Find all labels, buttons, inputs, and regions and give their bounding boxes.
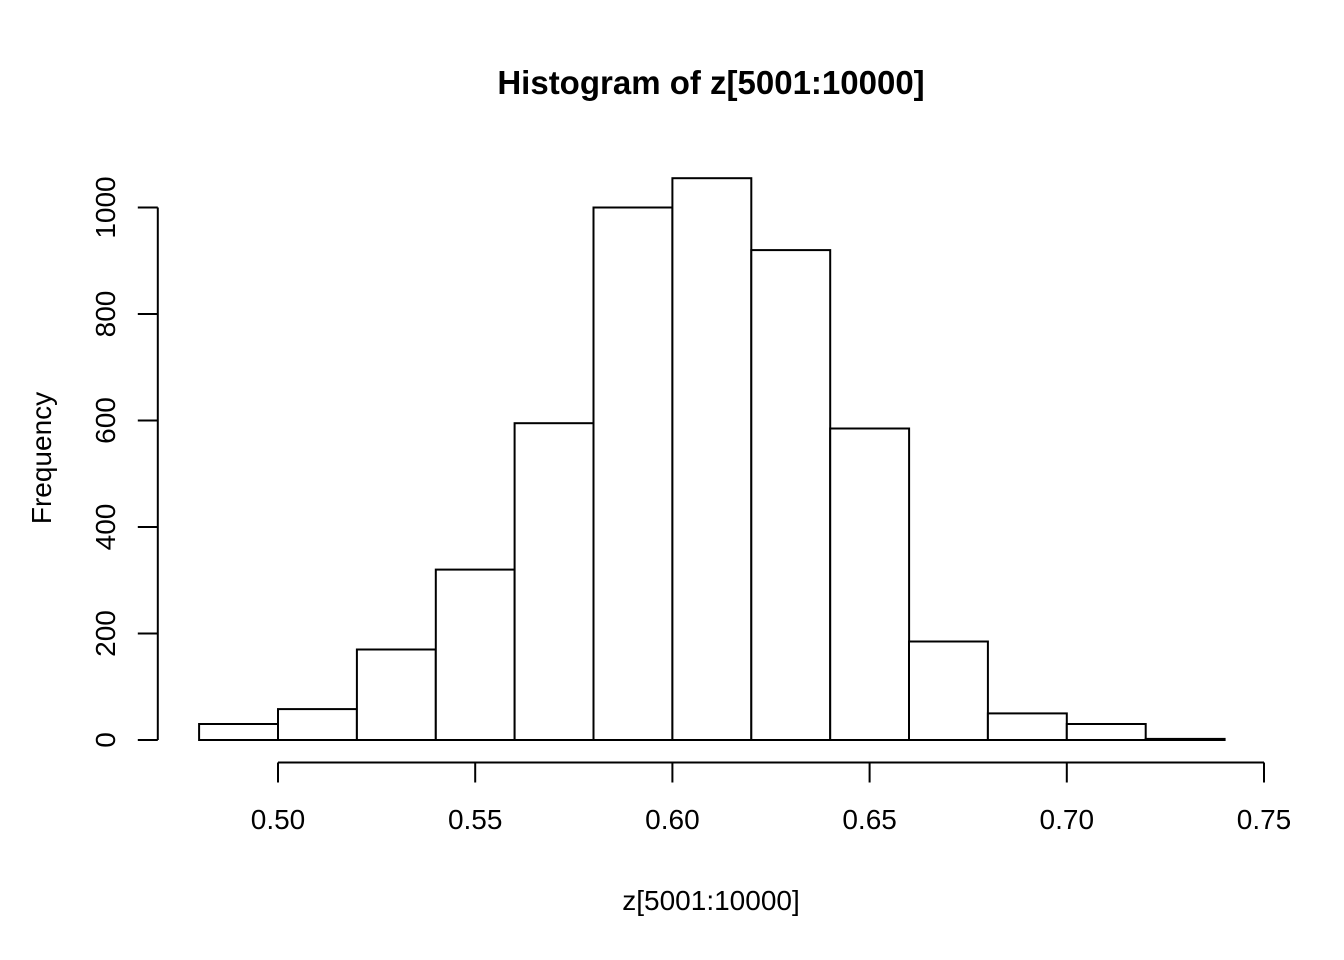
x-tick-label: 0.70: [1040, 804, 1095, 835]
histogram-bar: [908, 640, 989, 741]
y-axis-label: Frequency: [26, 391, 57, 525]
histogram-bar: [1144, 737, 1226, 742]
y-tick-label: 800: [90, 291, 121, 338]
histogram-bar: [355, 648, 437, 741]
histogram-bar: [829, 427, 911, 741]
x-tick-label: 0.75: [1237, 804, 1292, 835]
x-tick-label: 0.55: [448, 804, 503, 835]
y-tick-label: 400: [90, 504, 121, 551]
histogram-bar: [513, 422, 595, 741]
x-axis-label: z[5001:10000]: [622, 885, 800, 916]
histogram-bar: [277, 708, 358, 741]
histogram-bar: [592, 206, 674, 741]
y-tick-label: 200: [90, 610, 121, 657]
histogram-bar: [434, 568, 516, 741]
chart-title: Histogram of z[5001:10000]: [497, 64, 925, 101]
histogram-bar: [750, 249, 832, 741]
histogram-bar: [198, 723, 280, 741]
histogram-bar: [986, 712, 1068, 742]
x-tick-label: 0.60: [645, 804, 700, 835]
histogram-bar: [1065, 723, 1147, 741]
x-tick-label: 0.50: [251, 804, 306, 835]
histogram-bar: [671, 177, 753, 741]
y-tick-label: 1000: [90, 176, 121, 238]
y-tick-label: 0: [90, 732, 121, 748]
y-tick-label: 600: [90, 397, 121, 444]
x-tick-label: 0.65: [842, 804, 897, 835]
